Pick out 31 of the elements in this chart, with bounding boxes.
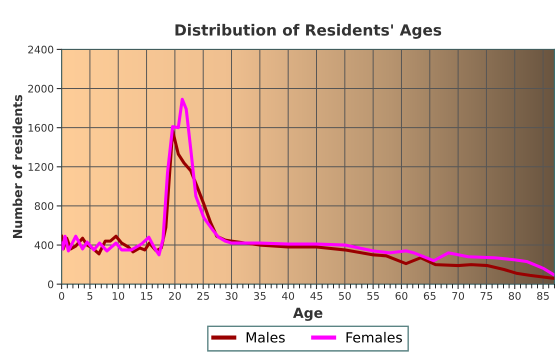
x-tick-label: 15 [141, 292, 152, 300]
x-tick-label: 80 [508, 292, 521, 300]
y-tick-label: 2000 [28, 84, 54, 93]
x-tick-label: 30 [226, 292, 238, 300]
x-tick-label: 60 [396, 292, 408, 300]
x-tick-label: 10 [112, 292, 124, 300]
x-tick-label: 45 [310, 292, 322, 300]
chart-title: Distribution of Residents' Ages [175, 24, 442, 39]
x-tick-label: 50 [338, 292, 351, 300]
y-tick-label: 2400 [28, 46, 54, 54]
x-tick-label: 85 [537, 292, 549, 300]
x-axis-title: Age [293, 308, 322, 321]
line-series [62, 98, 554, 276]
y-axis-title: Number of residents [12, 94, 22, 238]
x-tick-label: 70 [452, 292, 464, 300]
x-tick-label: 40 [282, 292, 294, 300]
x-tick-label: 20 [169, 292, 181, 300]
legend-label: Females [346, 332, 402, 343]
y-tick-label: 1200 [28, 163, 54, 171]
x-tick-label: 0 [58, 292, 64, 300]
x-tick-label: 5 [87, 292, 92, 300]
y-tick-label: 0 [48, 280, 54, 288]
x-tick-label: 55 [367, 292, 379, 300]
y-tick-label: 1600 [28, 124, 54, 132]
x-tick-label: 65 [424, 292, 436, 300]
y-tick-label: 800 [34, 202, 54, 210]
x-tick-label: 25 [197, 292, 209, 300]
y-tick-label: 400 [34, 241, 54, 250]
legend-label: Males [246, 332, 285, 343]
x-tick-label: 35 [254, 292, 266, 300]
x-tick-label: 75 [480, 292, 492, 300]
